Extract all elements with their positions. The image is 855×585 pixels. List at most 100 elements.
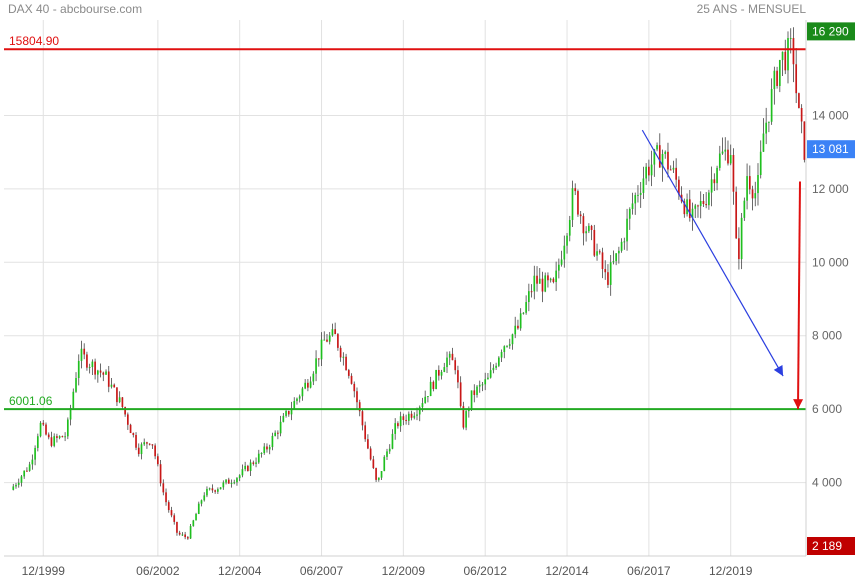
candle-up: [549, 278, 552, 281]
candle-down: [127, 414, 129, 425]
candle-up: [255, 462, 257, 464]
candle-down: [459, 382, 462, 407]
candle-down: [129, 424, 132, 434]
candle-up: [58, 436, 61, 438]
candle-up: [672, 167, 675, 170]
candle-up: [746, 176, 748, 201]
candle-up: [623, 241, 626, 243]
candle-up: [631, 203, 634, 210]
candle-down: [751, 189, 754, 199]
candle-up: [615, 253, 617, 262]
candle-up: [588, 225, 590, 232]
x-tick-label: 06/2017: [627, 564, 671, 578]
candle-down: [574, 188, 577, 192]
candle-up: [555, 270, 557, 283]
candle-up: [740, 217, 743, 260]
candle-down: [47, 434, 50, 438]
candle-up: [301, 388, 304, 397]
candle-up: [618, 250, 620, 254]
candle-up: [525, 302, 527, 313]
reference-line-label: 15804.90: [9, 34, 59, 48]
candle-down: [795, 64, 798, 94]
candle-up: [80, 348, 83, 361]
candle-down: [159, 464, 162, 484]
candle-down: [184, 534, 186, 538]
candle-down: [162, 483, 165, 493]
candle-down: [397, 423, 399, 427]
candle-down: [462, 406, 465, 428]
candle-up: [407, 413, 410, 421]
candle-up: [377, 477, 380, 480]
candle-up: [217, 489, 219, 492]
candle-down: [146, 442, 148, 444]
price-tag-label: 16 290: [812, 24, 849, 38]
candle-down: [345, 356, 347, 371]
x-tick-label: 06/2012: [464, 564, 508, 578]
candle-up: [143, 442, 146, 445]
candle-up: [331, 329, 334, 336]
candle-up: [571, 188, 574, 221]
candle-up: [12, 486, 15, 490]
candle-down: [124, 407, 126, 415]
candle-up: [399, 416, 402, 427]
candle-up: [637, 194, 639, 196]
candle-up: [765, 122, 768, 134]
candle-down: [83, 348, 86, 355]
y-tick-label: 10 000: [812, 255, 849, 269]
candle-down: [552, 278, 555, 283]
candle-up: [506, 345, 508, 347]
candle-up: [222, 482, 225, 488]
candle-down: [211, 488, 214, 491]
candle-up: [503, 346, 506, 353]
candle-up: [20, 476, 23, 483]
candle-down: [454, 360, 457, 371]
candle-down: [356, 391, 358, 403]
candle-down: [601, 252, 604, 270]
candle-up: [661, 154, 664, 168]
candle-up: [200, 500, 203, 504]
candle-up: [328, 335, 331, 342]
x-tick-label: 12/1999: [22, 564, 66, 578]
candle-up: [189, 526, 192, 539]
candle-down: [151, 444, 154, 446]
candlesticks: [12, 27, 806, 540]
candle-down: [697, 205, 699, 207]
candle-up: [77, 360, 80, 379]
candle-up: [197, 503, 200, 514]
chart-period: 25 ANS - MENSUEL: [697, 2, 807, 16]
candle-down: [137, 447, 140, 455]
candle-up: [789, 37, 792, 39]
y-tick-label: 6 000: [812, 402, 842, 416]
candle-up: [435, 369, 437, 390]
candle-up: [773, 70, 776, 90]
price-tag: [807, 22, 855, 41]
candle-up: [476, 386, 478, 395]
candle-up: [279, 421, 282, 434]
candle-up: [192, 520, 195, 527]
candle-up: [320, 339, 323, 360]
candle-down: [334, 329, 337, 335]
candle-up: [686, 199, 688, 215]
candle-up: [560, 259, 563, 265]
candle-up: [315, 358, 317, 374]
candle-down: [375, 468, 377, 480]
candle-up: [36, 436, 39, 448]
candle-down: [176, 521, 178, 533]
x-tick-label: 06/2002: [136, 564, 180, 578]
candle-up: [66, 419, 69, 437]
candle-down: [776, 70, 778, 86]
candle-up: [585, 231, 587, 234]
candle-down: [170, 510, 173, 516]
candle-down: [154, 445, 156, 457]
candle-up: [15, 484, 17, 487]
candle-down: [187, 537, 189, 539]
candle-down: [457, 370, 459, 383]
candle-up: [743, 200, 746, 218]
candle-down: [547, 275, 549, 281]
candle-up: [721, 151, 724, 154]
candle-down: [56, 436, 58, 438]
candle-up: [691, 208, 694, 219]
candle-up: [413, 415, 416, 418]
candle-up: [28, 464, 31, 471]
